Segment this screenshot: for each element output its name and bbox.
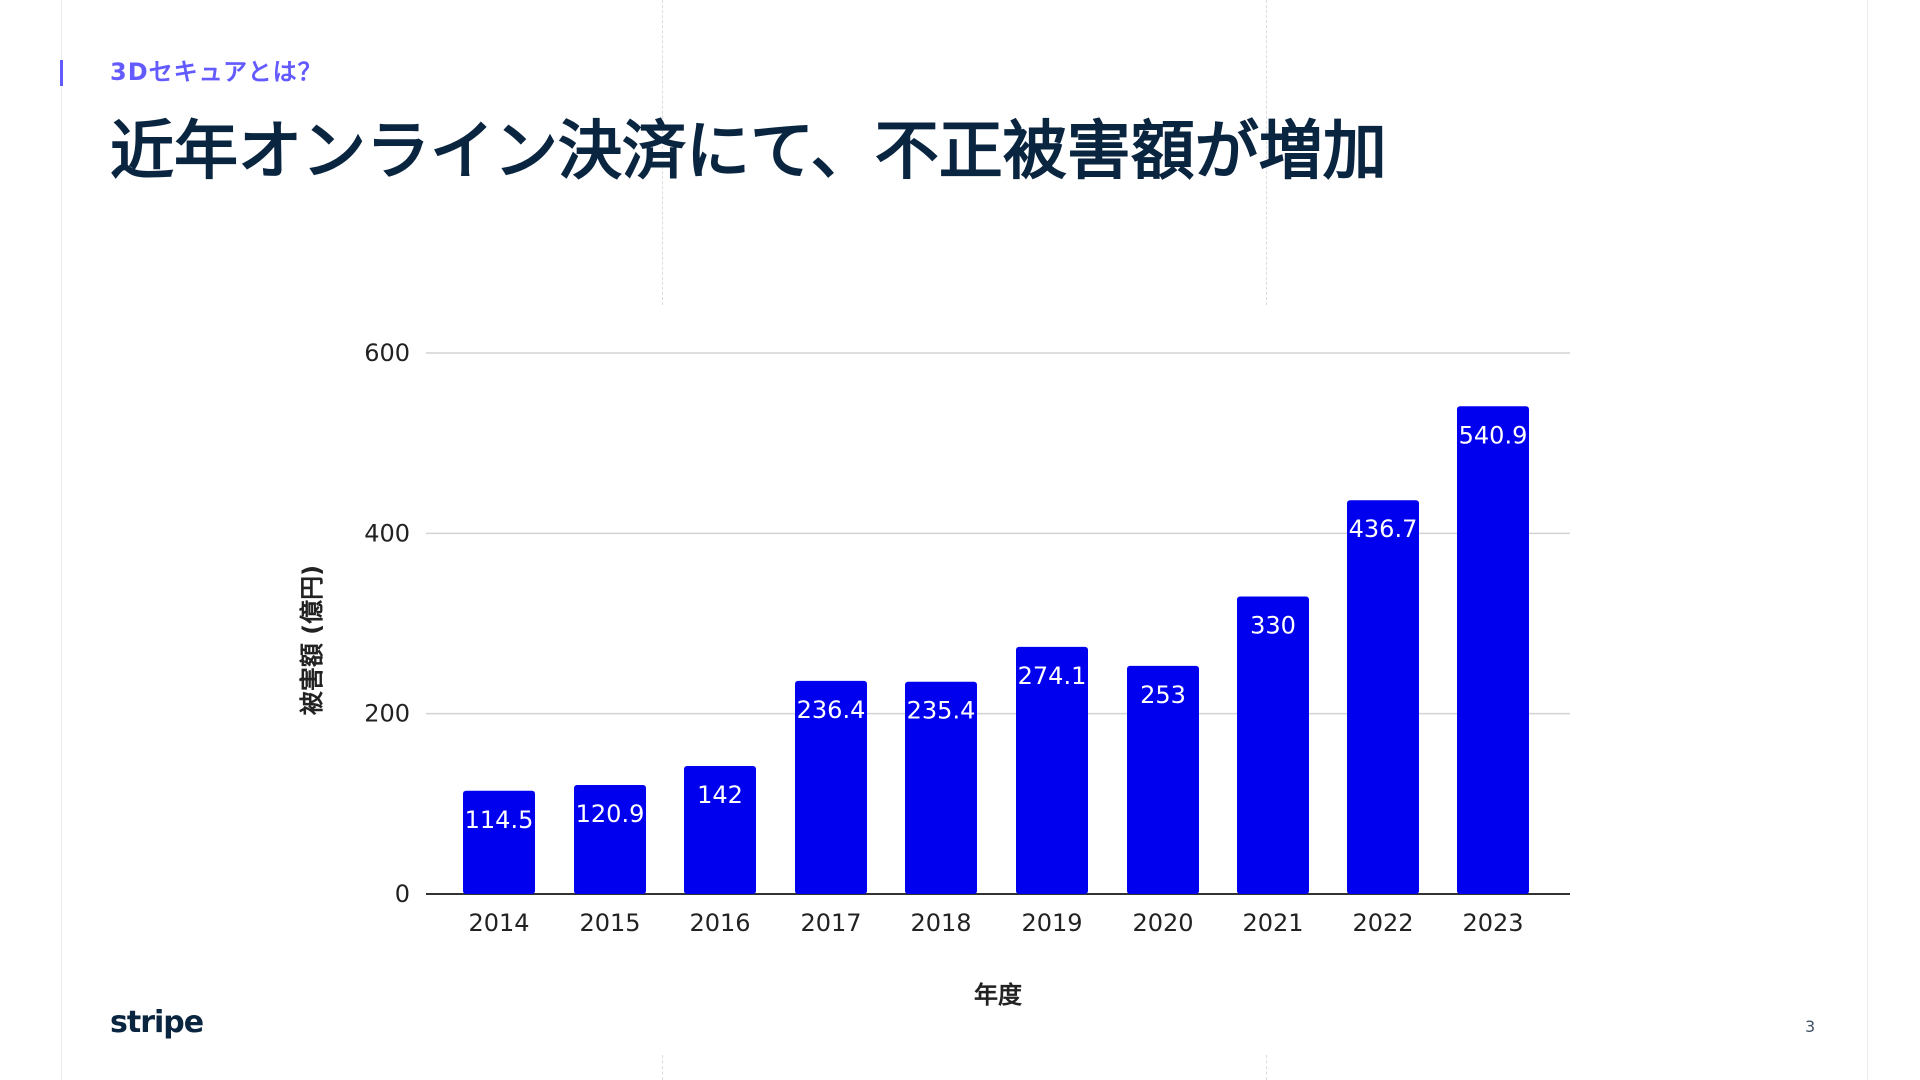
x-tick-label: 2014	[468, 909, 529, 937]
bar-2017	[795, 680, 867, 894]
bar-value-label: 540.9	[1459, 421, 1528, 449]
bar-2016	[684, 765, 756, 894]
stripe-logo: stripe	[110, 1005, 204, 1040]
bar-2022	[1347, 500, 1419, 894]
bar-2019	[1016, 646, 1088, 894]
guide-dashed-line-1	[662, 0, 663, 305]
y-tick-label: 400	[364, 519, 410, 547]
x-tick-label: 2019	[1021, 909, 1082, 937]
bar-value-label: 274.1	[1018, 662, 1087, 690]
y-axis-title: 被害額 (億円)	[298, 565, 326, 715]
bar-value-label: 330	[1250, 611, 1296, 639]
page-number: 3	[1805, 1017, 1816, 1036]
bar-2018	[905, 681, 977, 894]
x-tick-label: 2016	[689, 909, 750, 937]
section-eyebrow: 3Dセキュアとは？	[110, 58, 323, 86]
bar-value-label: 235.4	[907, 697, 976, 725]
bar-value-label: 114.5	[465, 806, 534, 834]
bar-2020	[1127, 665, 1199, 894]
bars	[463, 406, 1529, 894]
bar-2023	[1457, 406, 1529, 894]
x-tick-labels: 2014 2015 2016 2017 2018 2019 2020 2021 2022 2023	[468, 909, 1523, 937]
x-tick-label: 2023	[1462, 909, 1523, 937]
bar-value-label: 253	[1140, 681, 1186, 709]
x-tick-label: 2020	[1132, 909, 1193, 937]
x-axis-title: 年度	[974, 981, 1023, 1009]
x-tick-label: 2018	[910, 909, 971, 937]
bar-2014	[463, 790, 535, 894]
x-tick-label: 2015	[579, 909, 640, 937]
guide-dashed-line-4	[1266, 1055, 1267, 1080]
x-tick-label: 2022	[1352, 909, 1413, 937]
frame-right-line	[1867, 0, 1868, 1080]
y-tick-labels: 0 200 400 600	[364, 339, 410, 908]
y-tick-label: 0	[395, 880, 410, 908]
bar-value-label: 142	[697, 781, 743, 809]
y-tick-label: 200	[364, 700, 410, 728]
x-tick-label: 2017	[800, 909, 861, 937]
bar-value-label: 436.7	[1349, 515, 1418, 543]
guide-dashed-line-3	[662, 1055, 663, 1080]
eyebrow-accent-bar	[60, 60, 63, 86]
bar-value-labels: 114.5 120.9 142 236.4 235.4 274.1 253 330 436.7 5…	[465, 421, 1528, 833]
x-tick-label: 2021	[1242, 909, 1303, 937]
frame-left-line	[61, 0, 62, 1080]
slide-title: 近年オンライン決済にて、不正被害額が増加	[110, 115, 1387, 189]
bar-2015	[574, 784, 646, 894]
bar-value-label: 120.9	[576, 800, 645, 828]
bar-2021	[1237, 596, 1309, 894]
bar-value-label: 236.4	[797, 696, 866, 724]
guide-dashed-line-2	[1266, 0, 1267, 305]
y-tick-label: 600	[364, 339, 410, 367]
